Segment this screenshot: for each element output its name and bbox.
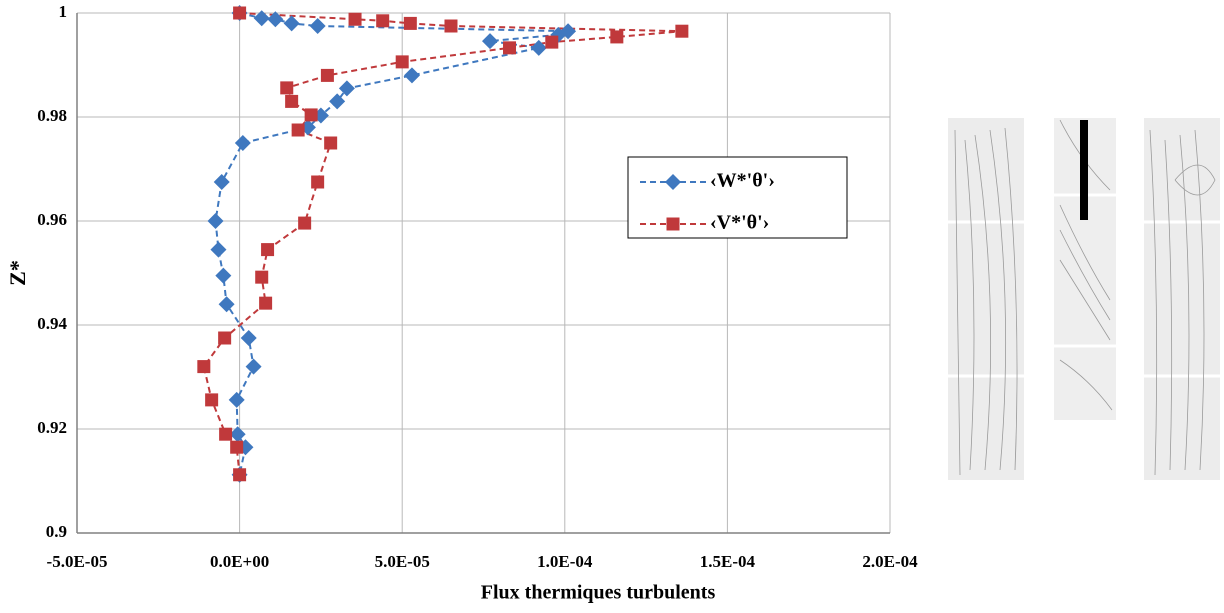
legend-marker — [666, 217, 680, 231]
marker — [285, 94, 299, 108]
marker — [675, 24, 689, 38]
y-tick-label: 0.92 — [37, 418, 67, 437]
marker — [298, 216, 312, 230]
marker — [255, 270, 269, 284]
x-axis-title: Flux thermiques turbulents — [481, 582, 716, 604]
y-tick-label: 0.98 — [37, 106, 67, 125]
marker — [218, 331, 232, 345]
marker — [197, 360, 211, 374]
y-tick-label: 1 — [59, 2, 68, 21]
marker — [218, 296, 235, 313]
marker — [324, 136, 338, 150]
marker — [291, 123, 305, 137]
marker — [233, 6, 247, 20]
marker — [207, 213, 224, 229]
grid — [76, 12, 891, 534]
marker — [215, 267, 232, 284]
marker — [261, 243, 275, 257]
x-tick-label: 0.0E+00 — [210, 552, 269, 571]
y-tick-label: 0.96 — [37, 210, 67, 229]
marker — [503, 41, 517, 55]
marker — [253, 10, 270, 27]
marker — [482, 33, 499, 50]
y-tick-label: 0.9 — [46, 522, 67, 541]
marker — [205, 393, 219, 407]
marker — [233, 468, 247, 482]
marker — [219, 427, 233, 441]
marker — [395, 55, 409, 69]
marker — [229, 426, 246, 443]
y-tick-label: 0.94 — [37, 314, 67, 333]
marker — [259, 296, 273, 310]
marker — [309, 18, 326, 34]
legend-label: ‹V*'θ'› — [710, 212, 769, 234]
marker — [213, 174, 230, 190]
marker — [610, 30, 624, 44]
marker — [403, 16, 417, 30]
legend-label: ‹W*'θ'› — [710, 170, 775, 192]
marker — [311, 175, 325, 189]
marker — [245, 358, 262, 375]
x-tick-label: 2.0E-04 — [862, 552, 918, 571]
marker — [530, 39, 547, 56]
marker — [403, 67, 420, 84]
photo-panels — [948, 118, 1220, 480]
marker — [228, 391, 245, 408]
marker — [267, 11, 284, 28]
marker — [234, 135, 251, 151]
legend-marker — [665, 174, 681, 190]
y-axis-title: Z* — [5, 260, 30, 286]
x-tick-label: 1.5E-04 — [700, 552, 756, 571]
x-tick-label: -5.0E-05 — [47, 552, 108, 571]
marker — [320, 68, 334, 82]
marker — [545, 35, 559, 49]
x-tick-label: 1.0E-04 — [537, 552, 593, 571]
x-tick-label: 5.0E-05 — [375, 552, 430, 571]
marker — [444, 19, 458, 33]
marker — [283, 15, 300, 32]
marker — [348, 12, 362, 26]
marker — [376, 14, 390, 28]
marker — [329, 93, 346, 110]
marker — [280, 81, 294, 95]
marker — [338, 80, 355, 97]
marker — [230, 440, 244, 454]
series-line — [202, 12, 682, 475]
marker — [210, 241, 227, 258]
marker — [304, 108, 318, 122]
marker — [240, 330, 257, 346]
